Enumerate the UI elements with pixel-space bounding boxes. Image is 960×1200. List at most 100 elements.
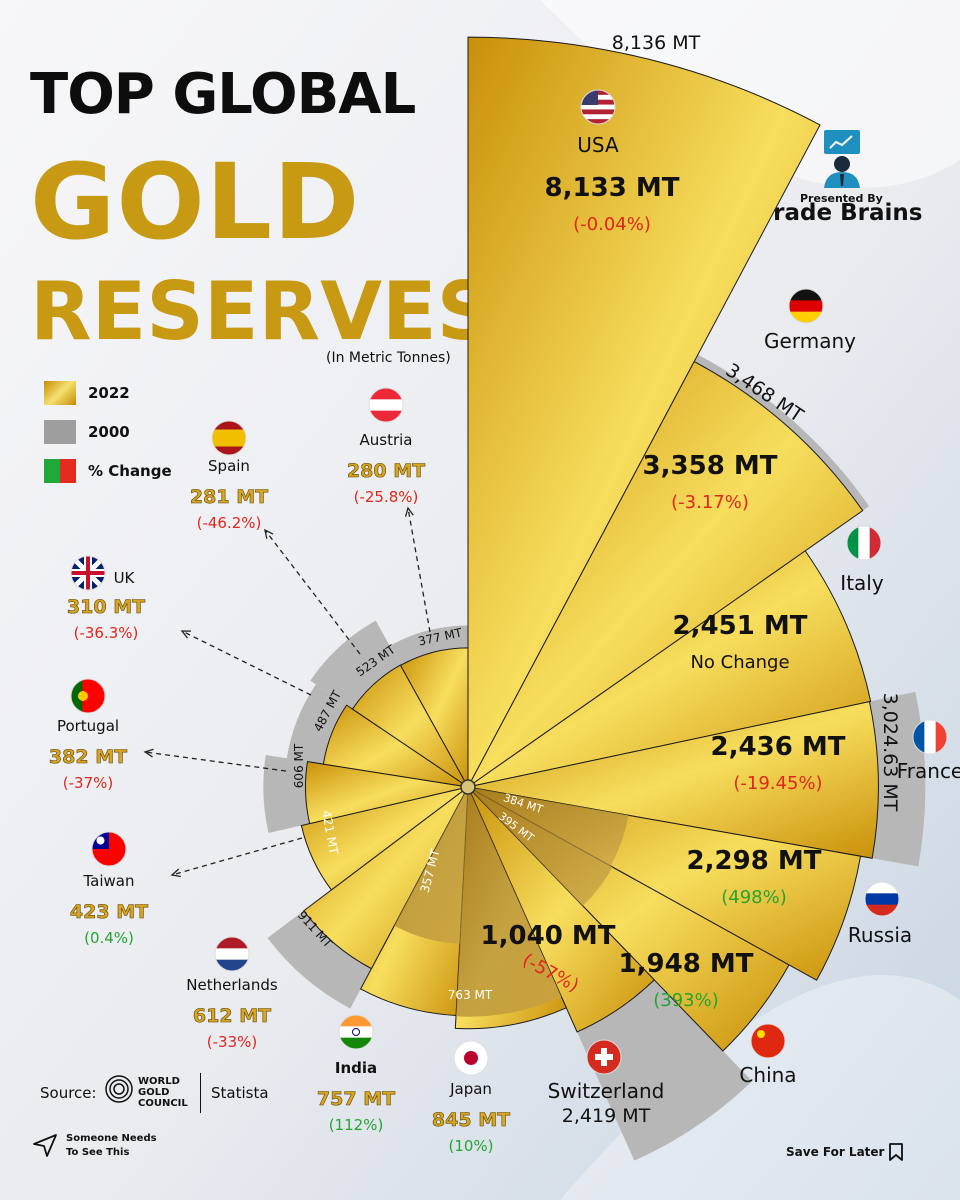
flag-band <box>581 119 615 124</box>
bar-2000-france <box>869 691 926 867</box>
share-line: Someone Needs <box>66 1133 157 1144</box>
flag-border <box>586 1039 622 1075</box>
legend-swatch-change <box>44 459 76 483</box>
flag-border <box>214 936 250 972</box>
flag-border <box>580 89 616 125</box>
france-flag <box>912 719 948 755</box>
value-2022-germany: 3,358 MT <box>643 451 778 481</box>
flag-body <box>847 526 881 560</box>
change-russia: (498%) <box>721 887 787 908</box>
country-name-usa: USA <box>577 133 619 157</box>
send-icon[interactable] <box>32 1132 58 1158</box>
uk-flag <box>70 555 106 591</box>
flag-body <box>751 1024 785 1058</box>
flag-border <box>750 1023 786 1059</box>
flag-band <box>215 959 249 971</box>
flag-band <box>789 289 823 301</box>
flag-band <box>212 421 246 430</box>
leader-line-austria <box>407 507 431 633</box>
country-name-taiwan: Taiwan <box>82 872 134 890</box>
value-2022-usa: 8,133 MT <box>545 173 680 203</box>
bar-2022-germany <box>467 360 864 788</box>
flag-body <box>215 937 249 971</box>
bar-2000-inner-russia <box>468 787 629 866</box>
flag-band <box>847 526 859 560</box>
wgc-line: GOLD <box>138 1087 170 1098</box>
flag-body <box>913 720 947 754</box>
flag-band <box>858 526 871 560</box>
flag-border <box>453 1040 489 1076</box>
country-name-russia: Russia <box>848 923 912 947</box>
flag-band <box>751 1024 785 1058</box>
presented-by: Presented By <box>800 192 883 205</box>
flag-band <box>581 109 615 115</box>
country-name-france: France <box>897 759 960 783</box>
value-2022-china: 1,948 MT <box>619 949 754 979</box>
flag-band <box>212 429 246 439</box>
wgc-line: WORLD <box>138 1076 180 1087</box>
arrowhead-spain <box>264 528 274 539</box>
flag-band <box>339 1026 373 1039</box>
bar-2022-france <box>467 701 879 859</box>
title-line-3: RESERVES <box>30 265 495 358</box>
leader-line-uk <box>181 630 312 696</box>
legend-label: 2022 <box>88 384 130 402</box>
flag-border <box>91 831 127 867</box>
arrowhead-uk <box>180 630 192 639</box>
flag-border <box>864 881 900 917</box>
japan-flag <box>453 1040 489 1076</box>
value-2022-india: 757 MT <box>317 1088 395 1110</box>
save-label[interactable]: Save For Later <box>786 1145 885 1159</box>
bar-2000-spain <box>310 620 401 710</box>
flag-emblem <box>78 691 88 701</box>
flag-band <box>212 446 246 455</box>
share-text[interactable]: Someone Needs To See This <box>66 1132 157 1160</box>
flag-body <box>454 1041 488 1075</box>
country-name-spain: Spain <box>208 457 250 475</box>
title-line-1: TOP GLOBAL <box>30 62 416 127</box>
flag-band <box>789 300 823 313</box>
flag-border <box>338 1014 374 1050</box>
flag-band <box>339 1037 373 1049</box>
value-2022-russia: 2,298 MT <box>687 846 822 876</box>
value-2022-spain: 281 MT <box>190 486 268 508</box>
flag-band <box>865 882 899 894</box>
country-name-switzerland: Switzerland <box>548 1079 665 1103</box>
value-2022-taiwan: 423 MT <box>70 901 148 923</box>
flag-sun <box>464 1051 478 1065</box>
legend-label: % Change <box>88 462 172 480</box>
value-2022-italy: 2,451 MT <box>673 611 808 641</box>
bar-2022-austria <box>399 647 469 789</box>
leader-line-spain <box>264 529 361 655</box>
country-name-portugal: Portugal <box>57 717 119 735</box>
presenter-icon <box>824 130 860 188</box>
country-name-netherlands: Netherlands <box>186 976 278 994</box>
flag-band <box>869 526 881 560</box>
country-name-italy: Italy <box>840 571 884 595</box>
change-china: (393%) <box>653 990 719 1011</box>
flag-border <box>788 288 824 324</box>
flag-band <box>865 904 899 916</box>
flag-sun <box>96 836 105 845</box>
bar-2022-usa <box>467 36 821 788</box>
bar-2000-austria <box>389 625 468 666</box>
flag-band <box>93 679 105 713</box>
us-flag <box>580 89 616 125</box>
source-label: Source: <box>40 1084 97 1102</box>
change-india: (112%) <box>329 1116 384 1134</box>
flag-body <box>212 421 246 455</box>
flag-body <box>71 556 105 590</box>
flag-body <box>339 1015 373 1049</box>
flag-band <box>789 311 823 323</box>
value-2022-japan: 845 MT <box>432 1109 510 1131</box>
bar-2000-uk <box>286 684 347 765</box>
flag-star <box>757 1030 765 1038</box>
flag-band <box>215 948 249 961</box>
brand-name: Trade Brains <box>760 200 923 226</box>
bar-2022-italy <box>467 550 872 788</box>
bookmark-icon[interactable] <box>888 1142 904 1162</box>
flag-band <box>935 720 947 754</box>
change-spain: (-46.2%) <box>197 514 262 532</box>
flag-band <box>581 114 615 120</box>
bar-2000-inner-china <box>468 787 613 906</box>
